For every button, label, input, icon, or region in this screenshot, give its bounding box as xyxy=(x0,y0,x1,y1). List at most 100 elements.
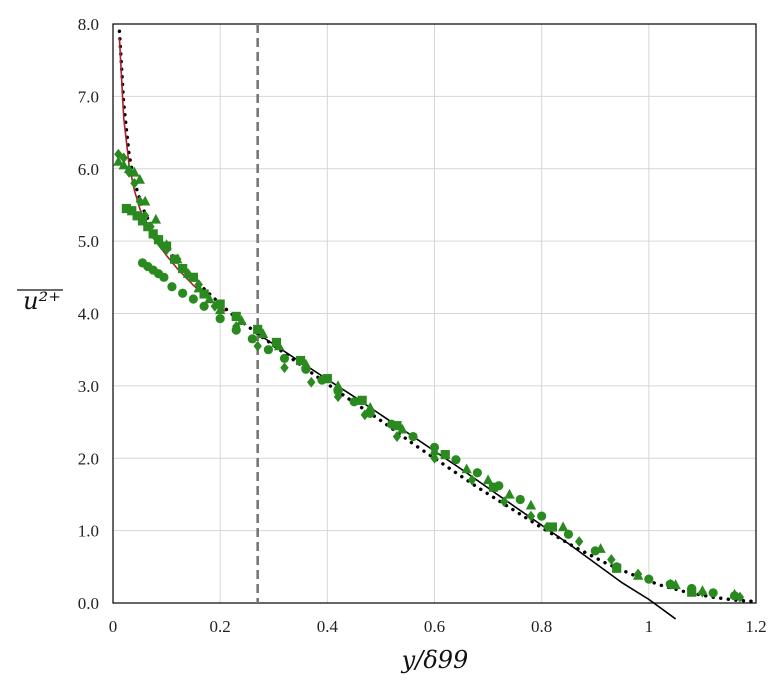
triangle-marker xyxy=(113,155,124,166)
y-tick-label: 3.0 xyxy=(78,377,99,396)
x-tick-label: 0 xyxy=(109,617,118,636)
y-tick-label: 4.0 xyxy=(78,305,99,324)
diamond-marker xyxy=(119,152,128,164)
circle-marker xyxy=(349,397,359,407)
y-tick-label: 8.0 xyxy=(78,15,99,34)
triangle-marker xyxy=(632,569,644,580)
square-marker xyxy=(121,203,131,214)
y-tick-labels: 0.0 1.0 2.0 3.0 4.0 5.0 6.0 7.0 8.0 xyxy=(78,15,99,613)
diamond-marker xyxy=(280,362,289,374)
triangle-marker xyxy=(595,543,606,553)
triangle-marker xyxy=(397,423,408,434)
triangle-marker xyxy=(193,282,204,293)
square-marker xyxy=(215,299,225,309)
y-axis-label-group: u²⁺ xyxy=(17,287,63,315)
diamond-marker xyxy=(499,496,509,508)
square-marker xyxy=(148,229,158,239)
square-marker xyxy=(687,587,697,597)
square-marker xyxy=(253,324,263,335)
square-marker xyxy=(137,216,148,226)
triangle-marker xyxy=(429,445,440,456)
plot-area-frame xyxy=(112,23,757,604)
square-marker xyxy=(612,563,622,573)
diamond-marker xyxy=(151,232,161,243)
triangle-marker xyxy=(214,304,226,315)
x-tick-label: 0.8 xyxy=(531,617,552,636)
circle-marker xyxy=(563,529,574,539)
triangle-marker xyxy=(300,358,312,369)
diamond-marker xyxy=(253,340,262,352)
x-tick-label: 0.2 xyxy=(210,617,231,636)
circle-marker xyxy=(167,282,177,292)
triangle-marker xyxy=(236,315,247,325)
circle-marker xyxy=(644,574,654,584)
diamond-marker xyxy=(360,409,370,421)
x-axis-label: y/δ99 xyxy=(401,646,469,674)
square-marker xyxy=(295,355,306,366)
triangle-marker xyxy=(118,159,129,170)
circle-marker xyxy=(188,294,198,304)
circle-marker xyxy=(537,511,547,521)
y-tick-label: 7.0 xyxy=(78,87,99,106)
triangle-marker xyxy=(482,474,494,485)
diamond-marker xyxy=(333,391,343,403)
circle-marker xyxy=(408,431,418,442)
square-marker xyxy=(488,482,499,492)
diamond-marker xyxy=(467,474,477,486)
diamond-marker xyxy=(392,431,402,442)
diamond-marker xyxy=(666,578,675,590)
triangle-marker xyxy=(161,239,172,249)
triangle-marker xyxy=(134,174,145,184)
triangle-marker xyxy=(525,499,537,510)
diamond-marker xyxy=(140,210,150,222)
diamond-marker xyxy=(735,591,745,603)
triangle-marker xyxy=(365,401,376,412)
y-tick-label: 6.0 xyxy=(78,160,99,179)
x-tick-label: 1.2 xyxy=(745,617,766,636)
circle-marker xyxy=(590,546,600,556)
diamond-marker xyxy=(526,510,536,522)
diamond-marker xyxy=(430,452,439,464)
triangle-marker xyxy=(150,213,162,224)
triangle-marker xyxy=(461,463,472,474)
square-marker xyxy=(392,421,402,431)
circle-marker xyxy=(199,301,209,311)
square-marker xyxy=(547,522,557,532)
x-tick-labels: 0 0.2 0.4 0.6 0.8 1 1.2 xyxy=(109,617,767,636)
circle-marker xyxy=(178,288,188,298)
diamond-marker xyxy=(574,536,584,547)
square-marker xyxy=(132,211,142,221)
circle-marker xyxy=(263,345,273,355)
y-tick-label: 2.0 xyxy=(78,449,99,468)
square-marker xyxy=(178,264,188,274)
triangle-marker xyxy=(557,521,569,532)
y-axis-label: u²⁺ xyxy=(23,287,61,315)
y-tick-label: 1.0 xyxy=(78,522,99,541)
circle-marker xyxy=(472,468,482,478)
circle-marker xyxy=(159,272,169,282)
dotted-curve xyxy=(117,29,758,604)
diamond-marker xyxy=(114,148,123,160)
triangle-marker xyxy=(204,293,215,304)
triangle-marker xyxy=(697,585,708,595)
triangle-marker xyxy=(139,195,151,206)
square-marker xyxy=(440,450,450,460)
x-tick-label: 0.4 xyxy=(317,617,339,636)
square-marker xyxy=(127,206,137,216)
triangle-marker xyxy=(729,588,740,599)
triangle-marker xyxy=(273,340,285,351)
circle-marker xyxy=(215,313,225,324)
triangle-marker xyxy=(123,163,135,173)
diamond-marker xyxy=(210,300,220,312)
data-markers xyxy=(113,148,745,603)
triangle-marker xyxy=(670,579,681,590)
y-tick-label: 0.0 xyxy=(78,594,99,613)
x-tick-label: 1 xyxy=(645,617,654,636)
square-marker xyxy=(188,272,198,282)
square-marker xyxy=(199,289,209,299)
diamond-marker xyxy=(542,521,552,533)
square-marker xyxy=(231,311,241,321)
triangle-marker xyxy=(182,268,194,278)
square-marker xyxy=(322,374,332,384)
